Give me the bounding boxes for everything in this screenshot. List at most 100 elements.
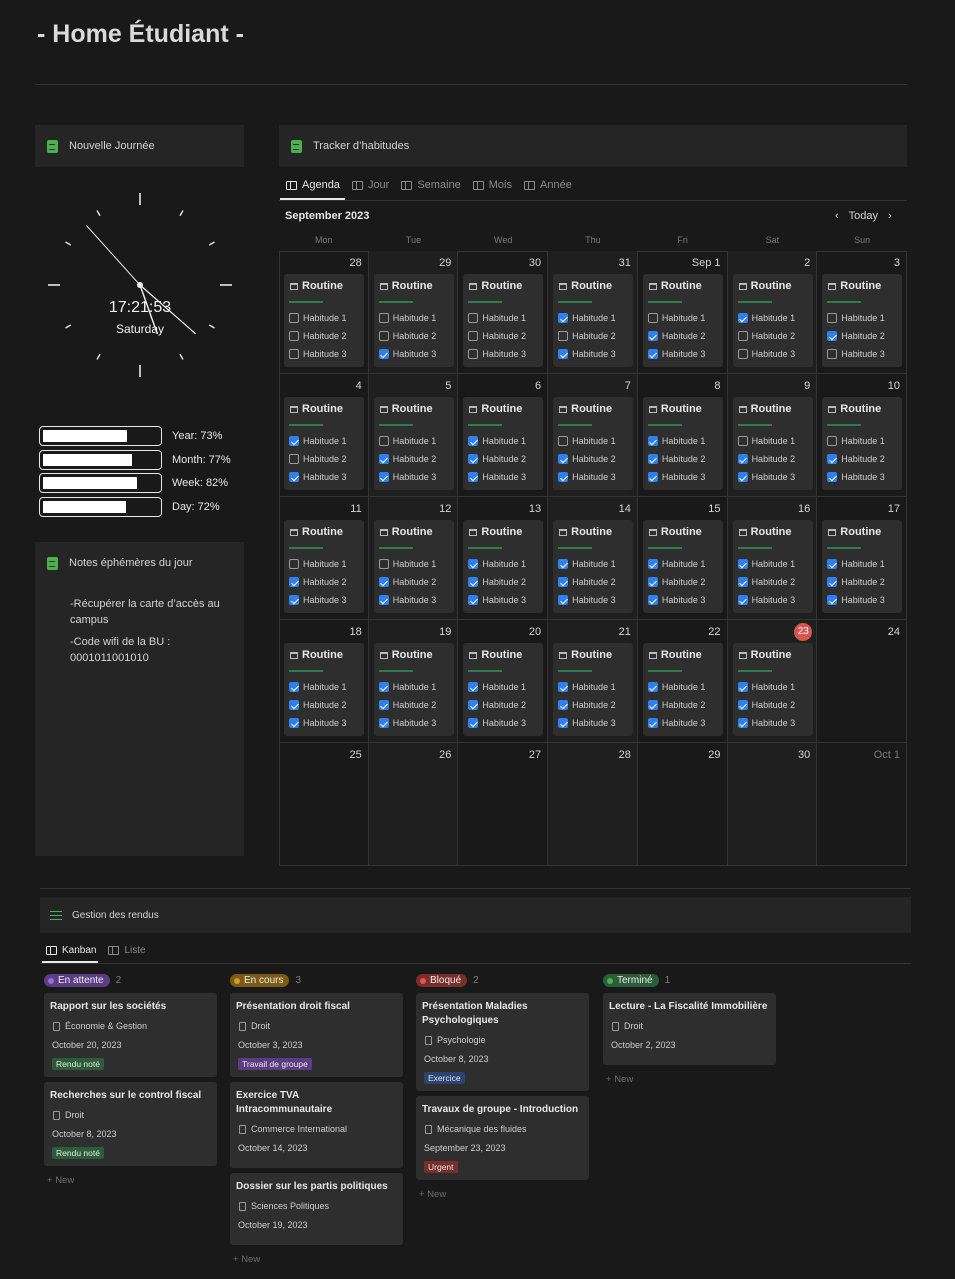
routine-card[interactable]: Routine Habitude 1 Habitude 2 Habitude 3 (642, 274, 723, 367)
habit-checkbox[interactable] (558, 718, 569, 728)
habit-checkbox[interactable] (468, 331, 479, 341)
habit-checkbox[interactable] (647, 577, 658, 587)
kanban-column-header[interactable]: En attente 2 (44, 974, 121, 987)
kanban-card[interactable]: Exercice TVA Intracommunautaire Commerce… (230, 1082, 403, 1168)
habit-checkbox[interactable] (378, 700, 389, 710)
habit-checkbox[interactable] (468, 349, 479, 359)
new-card-button[interactable]: + New (233, 1254, 260, 1265)
calendar-day-cell[interactable]: 5 Routine Habitude 1 Habitude 2 Habitude 3 (368, 374, 459, 497)
habit-checkbox[interactable] (378, 718, 389, 728)
calendar-day-cell[interactable]: Sep 1 Routine Habitude 1 Habitude 2 Habitu… (637, 251, 728, 374)
habit-checkbox[interactable] (827, 559, 838, 569)
habit-checkbox[interactable] (378, 595, 389, 605)
habit-checkbox[interactable] (647, 559, 658, 569)
routine-card[interactable]: Routine Habitude 1 Habitude 2 Habitude 3 (822, 520, 903, 613)
habit-checkbox[interactable] (378, 331, 389, 341)
habit-checkbox[interactable] (647, 313, 658, 323)
habit-checkbox[interactable] (289, 682, 299, 692)
habit-checkbox[interactable] (737, 331, 748, 341)
habit-checkbox[interactable] (647, 700, 658, 710)
habit-checkbox[interactable] (647, 436, 658, 446)
routine-card[interactable]: Routine Habitude 1 Habitude 2 Habitude 3 (373, 643, 454, 736)
routine-card[interactable]: Routine Habitude 1 Habitude 2 Habitude 3 (822, 397, 903, 490)
habit-checkbox[interactable] (468, 595, 479, 605)
calendar-day-cell[interactable]: 2 Routine Habitude 1 Habitude 2 Habitude 3 (727, 251, 818, 374)
tab-kanban[interactable]: Kanban (46, 945, 96, 956)
kanban-column-header[interactable]: Bloqué 2 (416, 974, 479, 987)
kanban-card[interactable]: Lecture - La Fiscalité Immobilière Droit… (603, 993, 776, 1065)
habit-checkbox[interactable] (558, 700, 569, 710)
tab-jour[interactable]: Jour (351, 179, 389, 191)
habit-checkbox[interactable] (289, 436, 299, 446)
habit-checkbox[interactable] (647, 349, 658, 359)
habit-checkbox[interactable] (558, 559, 569, 569)
calendar-day-cell[interactable]: 10 Routine Habitude 1 Habitude 2 Habitude … (817, 374, 907, 497)
habit-checkbox[interactable] (647, 595, 658, 605)
habit-checkbox[interactable] (468, 718, 479, 728)
kanban-card[interactable]: Présentation droit fiscal Droit October … (230, 993, 403, 1077)
habit-checkbox[interactable] (827, 313, 838, 323)
calendar-day-cell[interactable]: 29 (637, 743, 728, 866)
habit-checkbox[interactable] (827, 595, 838, 605)
calendar-day-cell[interactable]: 30 (727, 743, 818, 866)
calendar-day-cell[interactable]: 8 Routine Habitude 1 Habitude 2 Habitude 3 (637, 374, 728, 497)
today-button[interactable]: Today (848, 210, 879, 222)
calendar-day-cell[interactable]: 13 Routine Habitude 1 Habitude 2 Habitude … (458, 497, 549, 620)
habit-checkbox[interactable] (378, 436, 389, 446)
habit-checkbox[interactable] (647, 331, 658, 341)
routine-card[interactable]: Routine Habitude 1 Habitude 2 Habitude 3 (284, 520, 364, 613)
habit-checkbox[interactable] (737, 472, 748, 482)
rendus-header[interactable]: Gestion des rendus (40, 897, 911, 933)
routine-card[interactable]: Routine Habitude 1 Habitude 2 Habitude 3 (553, 274, 634, 367)
calendar-day-cell[interactable]: Oct 1 (817, 743, 907, 866)
calendar-day-cell[interactable]: 18 Routine Habitude 1 Habitude 2 Habitude … (279, 620, 369, 743)
kanban-card[interactable]: Travaux de groupe - Introduction Mécaniq… (416, 1096, 589, 1180)
calendar-day-cell[interactable]: 9 Routine Habitude 1 Habitude 2 Habitude 3 (727, 374, 818, 497)
habit-checkbox[interactable] (468, 682, 479, 692)
routine-card[interactable]: Routine Habitude 1 Habitude 2 Habitude 3 (553, 643, 634, 736)
tab-liste[interactable]: Liste (108, 945, 146, 956)
habit-checkbox[interactable] (378, 559, 389, 569)
calendar-day-cell[interactable]: 24 (817, 620, 907, 743)
routine-card[interactable]: Routine Habitude 1 Habitude 2 Habitude 3 (732, 520, 813, 613)
habit-checkbox[interactable] (827, 349, 838, 359)
habit-checkbox[interactable] (289, 454, 299, 464)
calendar-day-cell[interactable]: 4 Routine Habitude 1 Habitude 2 Habitude 3 (279, 374, 369, 497)
habit-checkbox[interactable] (827, 577, 838, 587)
habit-checkbox[interactable] (468, 454, 479, 464)
routine-card[interactable]: Routine Habitude 1 Habitude 2 Habitude 3 (373, 520, 454, 613)
habit-checkbox[interactable] (558, 595, 569, 605)
routine-card[interactable]: Routine Habitude 1 Habitude 2 Habitude 3 (284, 397, 364, 490)
habit-checkbox[interactable] (737, 718, 748, 728)
calendar-day-cell[interactable]: 31 Routine Habitude 1 Habitude 2 Habitude … (548, 251, 638, 374)
kanban-card[interactable]: Rapport sur les sociétés Économie & Gest… (44, 993, 217, 1077)
calendar-day-cell[interactable]: 16 Routine Habitude 1 Habitude 2 Habitude … (727, 497, 818, 620)
habit-checkbox[interactable] (468, 577, 479, 587)
kanban-card[interactable]: Présentation Maladies Psychologiques Psy… (416, 993, 589, 1091)
habit-checkbox[interactable] (289, 313, 299, 323)
note-item[interactable]: -Code wifi de la BU : 0001011001010 (70, 636, 171, 664)
habit-checkbox[interactable] (468, 313, 479, 323)
habit-checkbox[interactable] (289, 559, 299, 569)
routine-card[interactable]: Routine Habitude 1 Habitude 2 Habitude 3 (642, 397, 723, 490)
habit-checkbox[interactable] (558, 313, 569, 323)
nouvelle-journee-header[interactable]: Nouvelle Journée (35, 125, 155, 167)
habit-checkbox[interactable] (468, 472, 479, 482)
calendar-day-cell[interactable]: 30 Routine Habitude 1 Habitude 2 Habitude … (458, 251, 549, 374)
habit-checkbox[interactable] (468, 436, 479, 446)
routine-card[interactable]: Routine Habitude 1 Habitude 2 Habitude 3 (463, 520, 544, 613)
habit-checkbox[interactable] (737, 313, 748, 323)
calendar-day-cell[interactable]: 26 (368, 743, 459, 866)
calendar-day-cell[interactable]: 22 Routine Habitude 1 Habitude 2 Habitude … (637, 620, 728, 743)
habit-checkbox[interactable] (558, 436, 569, 446)
calendar-day-cell[interactable]: 28 (548, 743, 638, 866)
habit-checkbox[interactable] (558, 472, 569, 482)
tab-mois[interactable]: Mois (472, 179, 512, 191)
habit-checkbox[interactable] (737, 349, 748, 359)
routine-card[interactable]: Routine Habitude 1 Habitude 2 Habitude 3 (373, 397, 454, 490)
habit-checkbox[interactable] (647, 682, 658, 692)
habit-checkbox[interactable] (827, 436, 838, 446)
routine-card[interactable]: Routine Habitude 1 Habitude 2 Habitude 3 (732, 274, 813, 367)
calendar-day-cell[interactable]: 7 Routine Habitude 1 Habitude 2 Habitude 3 (548, 374, 638, 497)
habit-checkbox[interactable] (647, 472, 658, 482)
